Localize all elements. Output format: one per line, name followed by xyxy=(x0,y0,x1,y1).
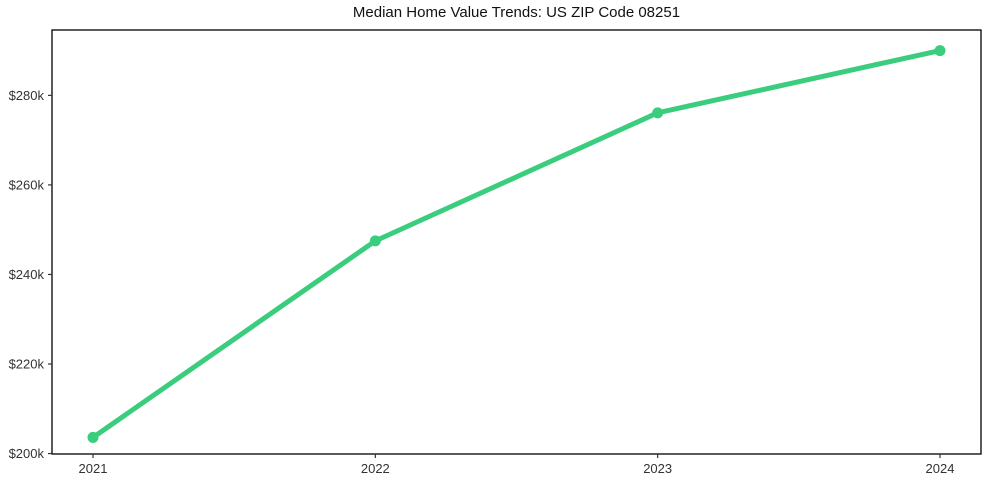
x-axis-tick-label: 2024 xyxy=(926,461,955,476)
x-axis-tick-label: 2023 xyxy=(643,461,672,476)
data-point-marker xyxy=(87,431,99,443)
chart-title: Median Home Value Trends: US ZIP Code 08… xyxy=(352,4,681,21)
x-axis-tick-label: 2022 xyxy=(361,461,390,476)
plot-area-border xyxy=(51,29,982,455)
data-point-marker xyxy=(934,45,946,57)
data-point-marker xyxy=(652,107,664,119)
y-axis-tick-label: $200k xyxy=(9,446,45,461)
y-axis-tick-label: $220k xyxy=(9,357,45,372)
data-point-marker xyxy=(369,235,381,247)
x-axis-tick-label: 2021 xyxy=(79,461,108,476)
series-line xyxy=(90,48,943,440)
y-axis-tick-label: $240k xyxy=(9,267,45,282)
y-axis-tick-label: $260k xyxy=(9,177,45,192)
y-axis-tick-label: $280k xyxy=(9,88,45,103)
